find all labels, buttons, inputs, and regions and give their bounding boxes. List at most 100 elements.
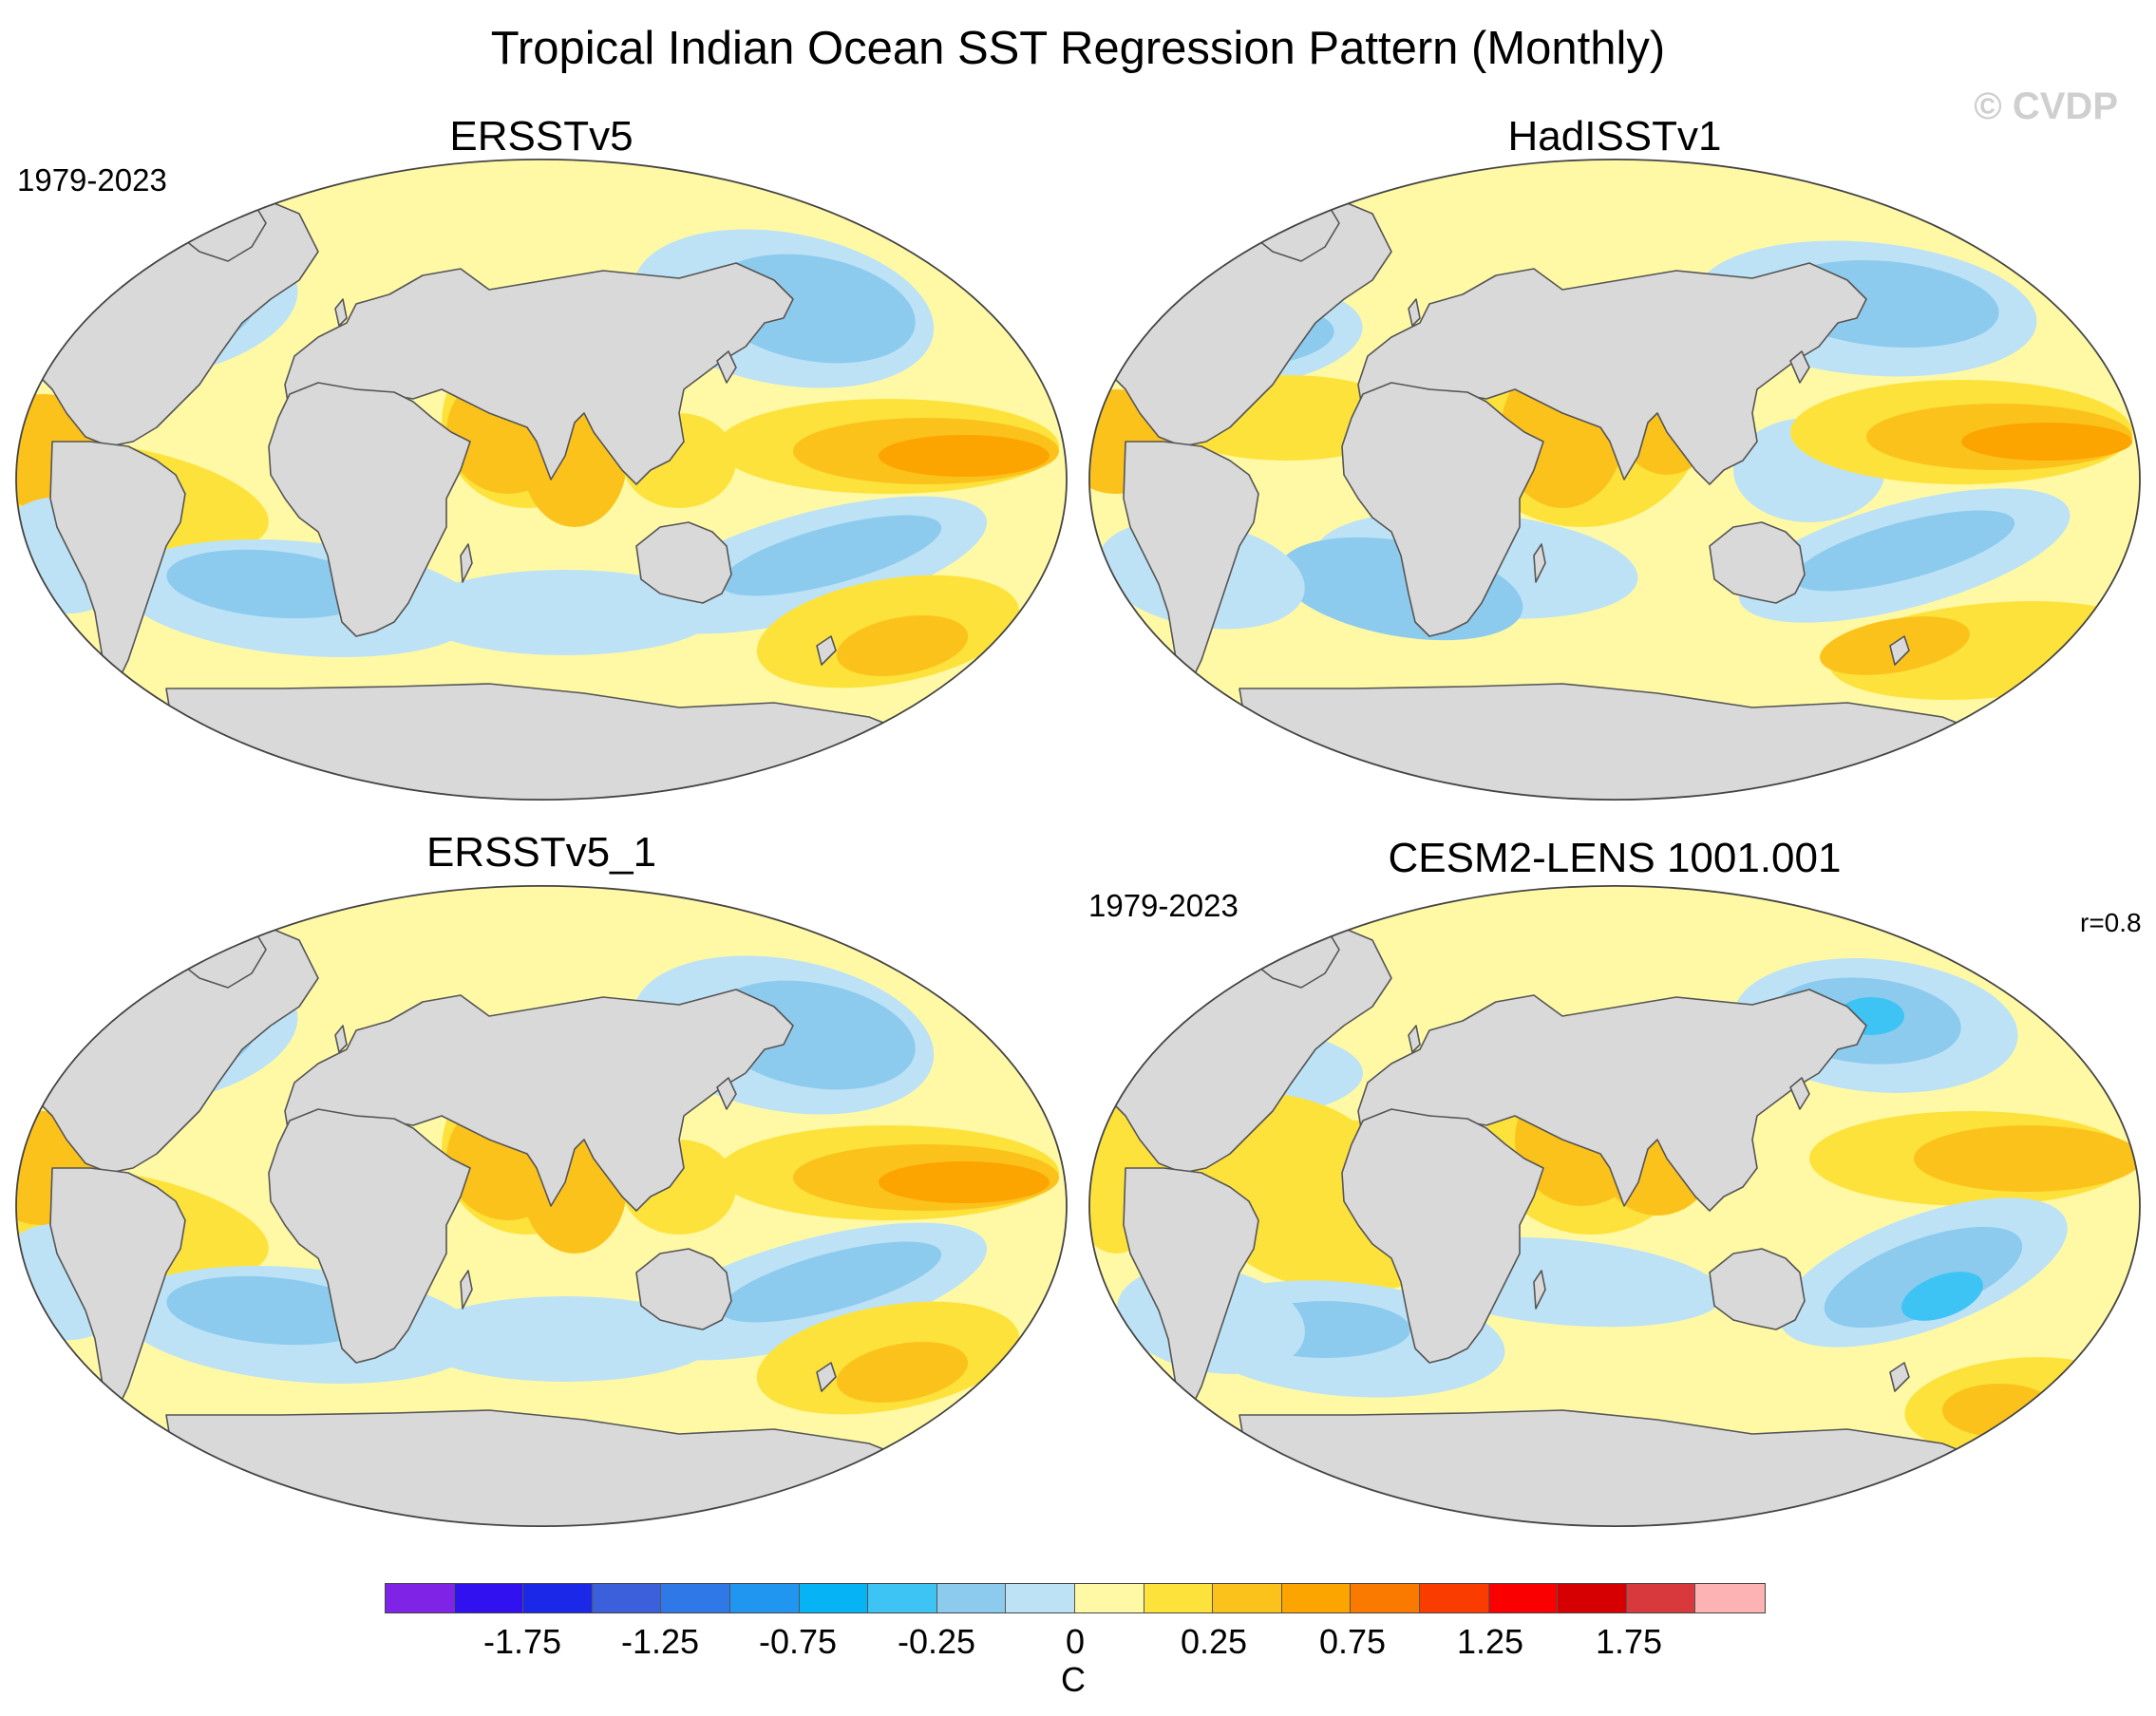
landmass-aus [1709,1248,1806,1330]
colorbar-tick-label: 0 [1065,1622,1086,1661]
panel-period-ersst: 1979-2023 [17,162,167,198]
colorbar-swatch [1419,1584,1489,1612]
landmass-antarc [165,683,917,801]
map-cesm2 [1088,885,2141,1527]
figure-title: Tropical Indian Ocean SST Regression Pat… [490,23,1666,74]
colorbar-swatch [1351,1584,1420,1612]
landmass-aus [635,1248,732,1330]
map-hadisst [1088,159,2141,801]
colorbar-swatch [1006,1584,1075,1612]
sst-anomaly-region [879,1161,1050,1203]
map-field-ersst1 [15,885,1067,1527]
landmass-uk [334,1025,348,1053]
sst-anomaly-region [836,615,969,676]
landmass-japan [716,1077,737,1110]
colorbar-swatch [1626,1584,1696,1612]
landmass-asia [284,262,794,485]
sst-anomaly-region [836,1342,969,1403]
sst-anomaly-region [720,1241,942,1323]
map-ersst [15,159,1068,801]
colorbar-tick-label: 1.25 [1456,1622,1524,1661]
sst-anomaly-region [166,549,375,619]
colorbar-swatch [1281,1584,1352,1612]
landmass-antarc [1239,1409,1991,1527]
landmass-japan [716,350,737,384]
colorbar-unit: C [1061,1660,1086,1699]
colorbar-swatch [1558,1584,1627,1612]
landmass-mada [1533,1270,1546,1310]
landmass-mada [1533,543,1546,583]
landmass-samer [1123,1167,1259,1411]
colorbar-swatch [386,1584,455,1612]
sst-anomaly-region [1961,423,2132,461]
colorbar-swatch [523,1584,593,1612]
landmass-japan [1789,1077,1810,1110]
colorbar-swatch [1695,1584,1765,1612]
landmass-samer [1123,441,1259,685]
landmass-africa [268,1108,471,1364]
landmass-mada [460,543,473,583]
panel-period-cesm2: 1979-2023 [1088,888,1239,923]
landmass-nz [816,635,837,666]
map-outline [1088,885,2141,1527]
landmass-japan [1789,350,1810,384]
landmass-nz [1889,635,1910,666]
sst-anomaly-region [720,515,942,596]
colorbar-swatch [454,1584,524,1612]
colorbar-swatch [1074,1584,1144,1612]
colorbar-tick-label: 0.25 [1180,1622,1248,1661]
map-outline [15,159,1068,801]
map-field-hadisst [1088,159,2140,801]
panel-title-hadisst: HadISSTv1 [1507,113,1722,160]
map-outline [1088,159,2141,801]
landmass-mada [460,1270,473,1310]
sst-anomaly-region [1942,1384,2056,1437]
sst-anomaly-region [1824,1226,2023,1329]
colorbar-swatch [661,1584,730,1612]
landmass-asia [1357,262,1867,485]
landmass-samer [49,441,186,685]
landmass-nz [816,1362,837,1392]
landmass-uk [334,298,348,327]
colorbar-swatch [1144,1584,1214,1612]
sst-anomaly-region [1914,1125,2140,1192]
colorbar-tick-label: -0.75 [758,1622,838,1661]
landmass-aus [635,521,732,604]
colorbar-tick-label: -1.75 [482,1622,562,1661]
sst-anomaly-region [1793,510,2015,592]
landmass-asia [284,989,794,1212]
sst-anomaly-region [413,570,717,655]
map-field-cesm2 [1088,885,2140,1527]
landmass-antarc [1239,683,1991,801]
landmass-samer [49,1167,186,1411]
colorbar-swatch [868,1584,937,1612]
cvdp-watermark: © CVDP [1974,85,2118,127]
panel-correlation-cesm2: r=0.8 [2080,908,2142,937]
colorbar-tick-label: 1.75 [1595,1622,1663,1661]
colorbar-swatch [592,1584,662,1612]
colorbar-swatch [936,1584,1007,1612]
panel-title-ersst: ERSSTv5 [449,113,634,160]
map-outline [15,885,1068,1527]
landmass-africa [1341,382,1544,637]
landmass-asia [1357,989,1867,1212]
sst-anomaly-region [879,435,1050,477]
landmass-aus [1709,521,1806,604]
colorbar-swatch [1488,1584,1559,1612]
landmass-antarc [165,1409,917,1527]
landmass-uk [1408,1025,1421,1053]
panel-title-cesm2: CESM2-LENS 1001.001 [1388,835,1842,881]
landmass-africa [1341,1108,1544,1364]
colorbar-swatch [799,1584,869,1612]
colorbar-swatch [1213,1584,1282,1612]
colorbar-tick-label: -0.25 [897,1622,976,1661]
colorbar [385,1583,1766,1613]
sst-anomaly-region [166,1275,375,1346]
sst-anomaly-region [1901,1272,1983,1321]
sst-anomaly-region [413,1296,717,1382]
map-field-ersst [15,159,1067,801]
panel-title-ersst1: ERSSTv5_1 [426,829,657,876]
landmass-uk [1408,298,1421,327]
map-ersst1 [15,885,1068,1527]
landmass-nz [1889,1362,1910,1392]
